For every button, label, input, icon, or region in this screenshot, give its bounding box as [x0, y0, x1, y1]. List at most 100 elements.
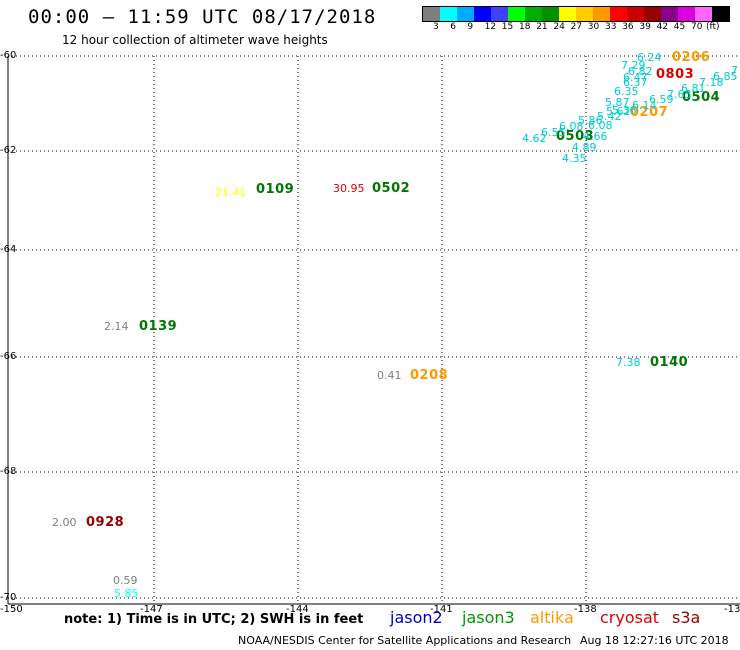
- longitude-label: -147: [140, 604, 163, 615]
- satellite-legend-entry: s3a: [672, 608, 701, 627]
- wave-height-value: 7.29: [621, 59, 646, 72]
- wave-height-value: 6.14: [632, 99, 657, 112]
- observation-time: 0503: [556, 129, 595, 144]
- wave-height-value: 4.35: [562, 152, 587, 165]
- color-swatch: [423, 7, 440, 21]
- color-swatch: [525, 7, 542, 21]
- satellite-legend-entry: jason2: [390, 608, 443, 627]
- wave-height-value: 5.42: [597, 110, 622, 123]
- color-swatch: [508, 7, 525, 21]
- color-swatch: [678, 7, 695, 21]
- wave-height-value: 6.82: [628, 65, 653, 78]
- color-scale-label: 42: [656, 22, 669, 32]
- color-scale-label: 9: [467, 22, 474, 32]
- wave-height-value: 5.86: [578, 114, 603, 127]
- longitude-label: -138: [574, 604, 597, 615]
- wave-height-value: 6.59: [649, 93, 674, 106]
- map-title: 00:00 – 11:59 UTC 08/17/2018: [28, 6, 377, 28]
- color-swatch: [627, 7, 644, 21]
- observation-time: 0803: [656, 67, 695, 82]
- footer-credit: NOAA/NESDIS Center for Satellite Applica…: [238, 634, 572, 647]
- color-swatch: [457, 7, 474, 21]
- wave-height-value: 6.55: [541, 126, 566, 139]
- observation-time: 0206: [672, 50, 711, 65]
- color-scale-unit: (ft): [706, 22, 720, 32]
- wave-height-value: 2.14: [104, 320, 129, 333]
- wave-height-value: 7.65: [667, 88, 692, 101]
- color-scale-label: 15: [501, 22, 514, 32]
- color-swatch: [695, 7, 712, 21]
- longitude-label: -150: [0, 604, 23, 615]
- longitude-label: -13: [724, 604, 740, 615]
- latitude-label: -70: [0, 592, 17, 603]
- color-scale-label: 12: [484, 22, 497, 32]
- footer-timestamp: Aug 18 12:27:16 UTC 2018: [580, 634, 729, 647]
- wave-height-value: 2.00: [52, 516, 77, 529]
- latitude-label: -66: [0, 351, 17, 362]
- color-scale-label: 70: [691, 22, 703, 32]
- longitude-label: -144: [286, 604, 309, 615]
- latitude-label: -64: [0, 244, 17, 255]
- observation-time: 0504: [682, 90, 721, 105]
- color-swatch: [661, 7, 678, 21]
- legend-note: note: 1) Time is in UTC; 2) SWH is in fe…: [64, 612, 364, 627]
- color-swatch: [559, 7, 576, 21]
- wave-height-value: 6.08: [559, 120, 584, 133]
- wave-height-value: 6.35: [614, 85, 639, 98]
- observation-time: 0207: [630, 105, 669, 120]
- wave-height-value: 7.38: [616, 356, 641, 369]
- color-swatch: [712, 7, 729, 21]
- color-swatch: [474, 7, 491, 21]
- color-swatch: [644, 7, 661, 21]
- wave-height-value: 4.66: [583, 130, 608, 143]
- wave-height-value: 6.37: [623, 76, 648, 89]
- color-scale-label: 39: [639, 22, 651, 32]
- wave-height-value: 0.41: [377, 369, 402, 382]
- color-scale-label: 3: [433, 22, 439, 32]
- wave-height-value: 21.41: [215, 186, 247, 199]
- color-swatch: [440, 7, 457, 21]
- wave-height-value: 5.62: [606, 105, 631, 118]
- wave-height-value: 6.47: [623, 71, 648, 84]
- satellite-legend-entry: cryosat: [600, 608, 660, 627]
- wave-height-value: 7: [731, 64, 738, 77]
- map-subtitle: 12 hour collection of altimeter wave hei…: [62, 33, 328, 47]
- color-scale-label: 6: [450, 22, 456, 32]
- wave-height-value: 5.85: [114, 587, 139, 600]
- observation-time: 0109: [256, 182, 295, 197]
- color-swatch: [491, 7, 508, 21]
- observation-time: 0208: [410, 368, 449, 383]
- color-scale-label: 33: [605, 22, 617, 32]
- latitude-label: -62: [0, 145, 17, 156]
- wave-height-value: 5.36: [612, 104, 637, 117]
- wave-height-value: 5.87: [605, 96, 630, 109]
- map-gridlines: [8, 55, 740, 604]
- color-scale-bar: [422, 6, 730, 22]
- observation-time: 0140: [650, 355, 689, 370]
- color-swatch: [610, 7, 627, 21]
- color-swatch: [576, 7, 593, 21]
- wave-height-value: 6.08: [588, 119, 613, 132]
- color-scale-label: 27: [570, 22, 583, 32]
- color-scale-label: 36: [622, 22, 634, 32]
- longitude-label: -141: [430, 604, 453, 615]
- observation-time: 0502: [372, 181, 411, 196]
- observation-time: 0139: [139, 319, 178, 334]
- color-swatch: [593, 7, 610, 21]
- wave-height-value: 30.95: [333, 182, 365, 195]
- wave-height-value: 6.24: [637, 51, 662, 64]
- latitude-label: -68: [0, 466, 17, 477]
- wave-height-value: 6.81: [681, 82, 706, 95]
- wave-height-value: 4.62: [522, 132, 547, 145]
- color-scale-label: 21: [536, 22, 548, 32]
- satellite-legend-entry: jason3: [462, 608, 515, 627]
- color-scale-label: 24: [553, 22, 565, 32]
- latitude-label: -60: [0, 50, 17, 61]
- satellite-legend-entry: altika: [530, 608, 574, 627]
- color-scale-label: 30: [587, 22, 600, 32]
- color-swatch: [542, 7, 559, 21]
- observation-time: 0928: [86, 515, 125, 530]
- color-scale-label: 18: [519, 22, 531, 32]
- wave-height-value: 4.89: [572, 141, 597, 154]
